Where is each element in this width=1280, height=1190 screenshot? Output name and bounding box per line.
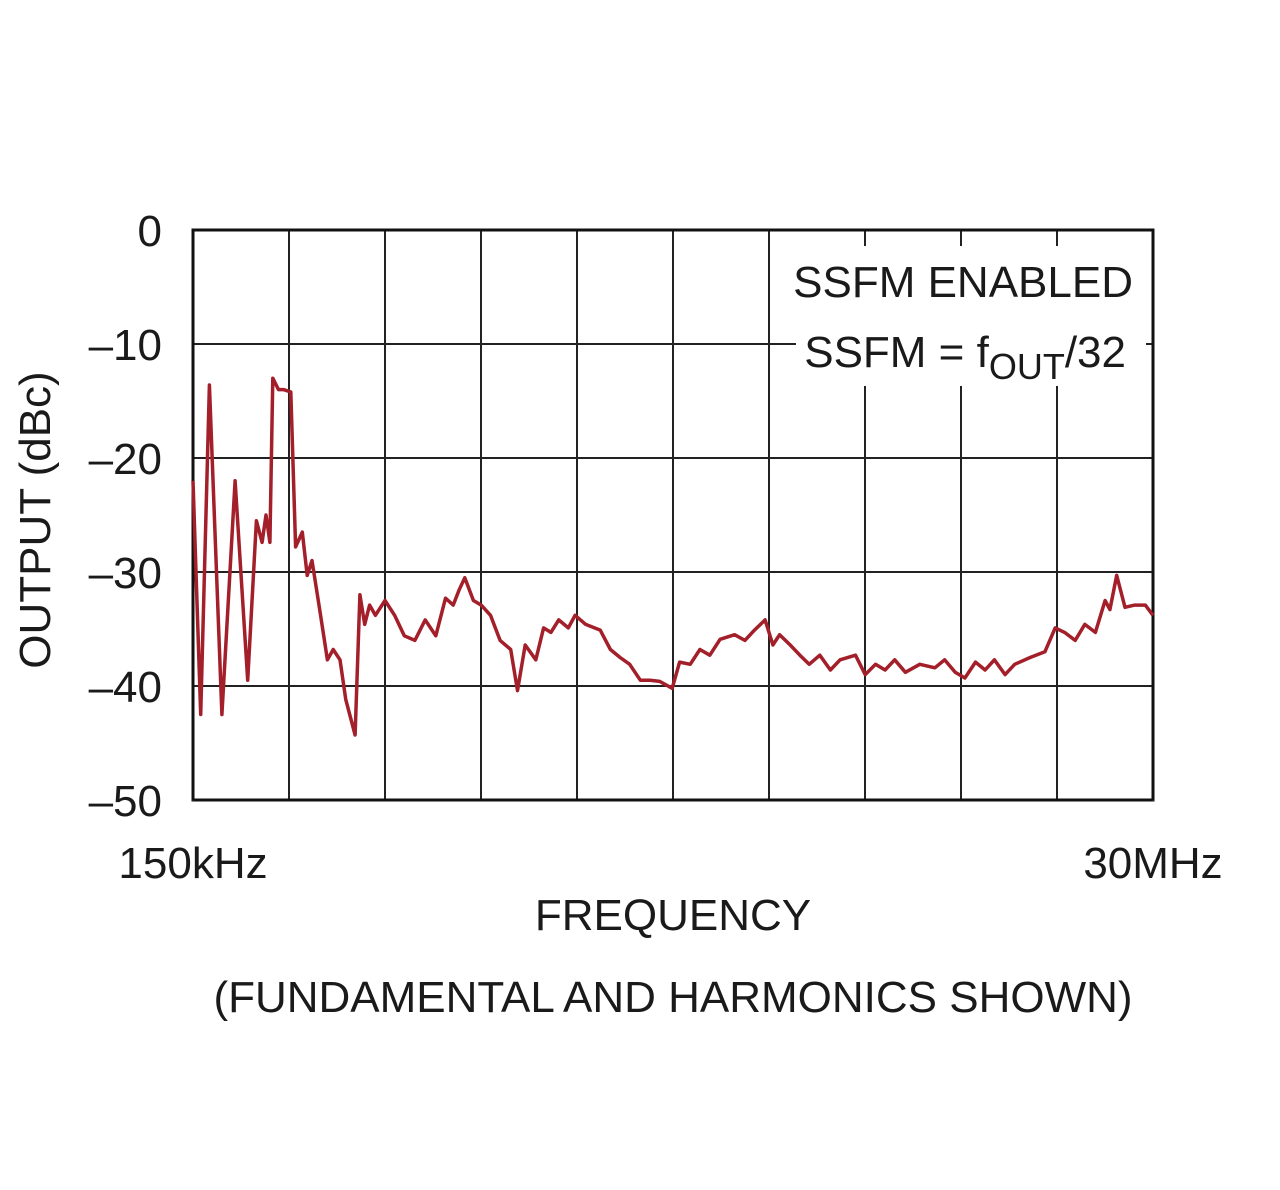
- y-tick-label: –50: [89, 777, 162, 826]
- data-line: [191, 376, 1155, 737]
- y-tick-label: –40: [89, 663, 162, 712]
- y-tick-label: –30: [89, 549, 162, 598]
- annotation-subscript: OUT: [989, 346, 1065, 387]
- x-axis-note: (FUNDAMENTAL AND HARMONICS SHOWN): [213, 973, 1132, 1022]
- y-axis-label: OUTPUT (dBc): [11, 371, 60, 668]
- x-axis-label: FREQUENCY: [535, 891, 811, 940]
- annotation: SSFM ENABLED: [793, 258, 1133, 307]
- annotation-part: /32: [1065, 328, 1126, 377]
- annotation-background: [796, 246, 1146, 386]
- annotation-part: SSFM = f: [804, 328, 989, 377]
- x-tick-label: 150kHz: [118, 839, 267, 888]
- y-tick-label: –20: [89, 435, 162, 484]
- x-tick-label: 30MHz: [1083, 839, 1222, 888]
- annotation: SSFM = fOUT/32: [804, 328, 1126, 387]
- y-tick-label: 0: [138, 207, 162, 256]
- y-tick-label: –10: [89, 321, 162, 370]
